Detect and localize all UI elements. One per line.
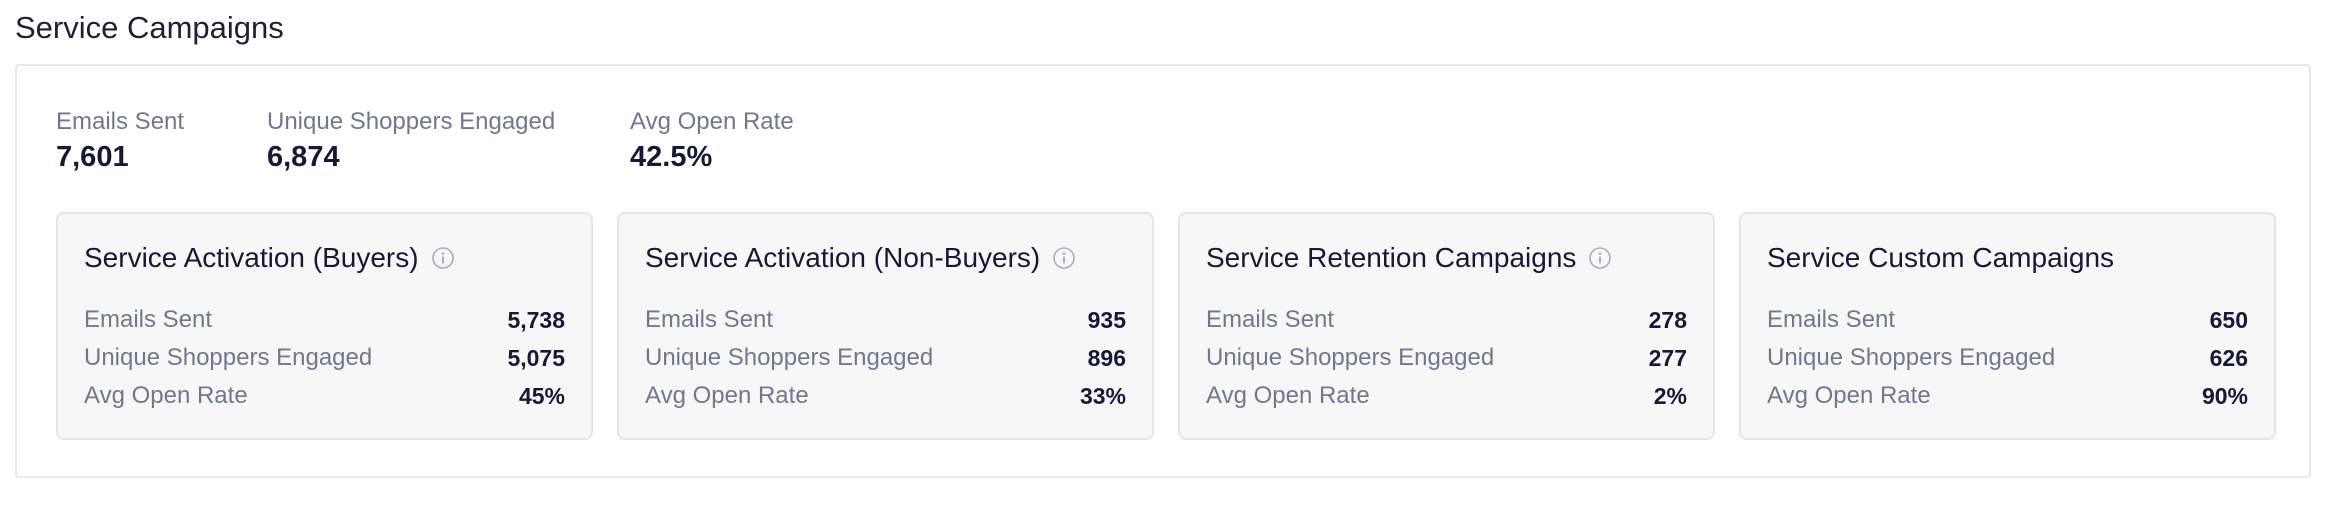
metric-value: 896 <box>1087 344 1126 371</box>
metric-label: Emails Sent <box>1767 306 1896 333</box>
campaign-card-service-custom[interactable]: Service Custom Campaigns Emails Sent 650… <box>1739 212 2276 440</box>
card-metrics: Emails Sent 278 Unique Shoppers Engaged … <box>1206 301 1687 415</box>
card-title: Service Activation (Non-Buyers) <box>645 242 1041 273</box>
metric-value: 2% <box>1653 382 1687 409</box>
page-title: Service Campaigns <box>15 10 284 45</box>
metric-value: 278 <box>1648 306 1687 333</box>
card-title-wrap: Service Retention Campaigns <box>1206 240 1612 276</box>
metric-row-unique-shoppers: Unique Shoppers Engaged 896 <box>645 339 1126 377</box>
card-title: Service Custom Campaigns <box>1767 242 2115 273</box>
metric-row-avg-open-rate: Avg Open Rate 33% <box>645 377 1126 415</box>
metric-label: Avg Open Rate <box>84 382 248 409</box>
metric-row-emails-sent: Emails Sent 650 <box>1767 301 2248 339</box>
metric-row-unique-shoppers: Unique Shoppers Engaged 277 <box>1206 339 1687 377</box>
metric-label: Emails Sent <box>1206 306 1335 333</box>
metric-value: 626 <box>2209 344 2248 371</box>
metric-label: Unique Shoppers Engaged <box>1767 344 2056 371</box>
campaign-card-service-activation-buyers[interactable]: Service Activation (Buyers) Emails Sent … <box>56 212 593 440</box>
summary-label: Avg Open Rate <box>630 108 794 135</box>
metric-label: Unique Shoppers Engaged <box>1206 344 1495 371</box>
card-metrics: Emails Sent 5,738 Unique Shoppers Engage… <box>84 301 565 415</box>
metric-label: Avg Open Rate <box>645 382 809 409</box>
metric-value: 277 <box>1648 344 1687 371</box>
metric-value: 45% <box>518 382 565 409</box>
card-title: Service Activation (Buyers) <box>84 242 419 273</box>
metric-value: 33% <box>1079 382 1126 409</box>
metric-label: Unique Shoppers Engaged <box>645 344 934 371</box>
metric-label: Avg Open Rate <box>1767 382 1931 409</box>
info-icon[interactable] <box>1588 246 1612 270</box>
metric-row-avg-open-rate: Avg Open Rate 90% <box>1767 377 2248 415</box>
summary-label: Unique Shoppers Engaged <box>267 108 556 135</box>
summary-value: 7,601 <box>56 141 129 173</box>
metric-label: Avg Open Rate <box>1206 382 1370 409</box>
metric-row-unique-shoppers: Unique Shoppers Engaged 5,075 <box>84 339 565 377</box>
card-metrics: Emails Sent 650 Unique Shoppers Engaged … <box>1767 301 2248 415</box>
metric-row-avg-open-rate: Avg Open Rate 2% <box>1206 377 1687 415</box>
info-icon[interactable] <box>431 246 455 270</box>
metric-row-unique-shoppers: Unique Shoppers Engaged 626 <box>1767 339 2248 377</box>
summary-value: 42.5% <box>630 141 713 173</box>
metric-row-emails-sent: Emails Sent 5,738 <box>84 301 565 339</box>
service-campaigns-panel: Emails Sent 7,601 Unique Shoppers Engage… <box>15 64 2311 478</box>
card-title: Service Retention Campaigns <box>1206 242 1577 273</box>
card-metrics: Emails Sent 935 Unique Shoppers Engaged … <box>645 301 1126 415</box>
metric-row-emails-sent: Emails Sent 278 <box>1206 301 1687 339</box>
metric-value: 935 <box>1087 306 1126 333</box>
metric-value: 5,738 <box>507 306 565 333</box>
metric-label: Emails Sent <box>84 306 213 333</box>
summary-label: Emails Sent <box>56 108 185 135</box>
metric-value: 650 <box>2209 306 2248 333</box>
card-title-wrap: Service Custom Campaigns <box>1767 240 2114 276</box>
card-title-wrap: Service Activation (Buyers) <box>84 240 455 276</box>
info-icon[interactable] <box>1052 246 1076 270</box>
card-title-wrap: Service Activation (Non-Buyers) <box>645 240 1076 276</box>
campaign-card-service-activation-non-buyers[interactable]: Service Activation (Non-Buyers) Emails S… <box>617 212 1154 440</box>
metric-value: 90% <box>2201 382 2248 409</box>
campaign-card-service-retention[interactable]: Service Retention Campaigns Emails Sent … <box>1178 212 1715 440</box>
metric-value: 5,075 <box>507 344 565 371</box>
metric-row-emails-sent: Emails Sent 935 <box>645 301 1126 339</box>
metric-label: Unique Shoppers Engaged <box>84 344 373 371</box>
summary-unique-shoppers: Unique Shoppers Engaged 6,874 <box>267 106 555 175</box>
summary-value: 6,874 <box>267 141 340 173</box>
metric-label: Emails Sent <box>645 306 774 333</box>
summary-emails-sent: Emails Sent 7,601 <box>56 106 184 175</box>
summary-avg-open-rate: Avg Open Rate 42.5% <box>630 106 794 175</box>
metric-row-avg-open-rate: Avg Open Rate 45% <box>84 377 565 415</box>
